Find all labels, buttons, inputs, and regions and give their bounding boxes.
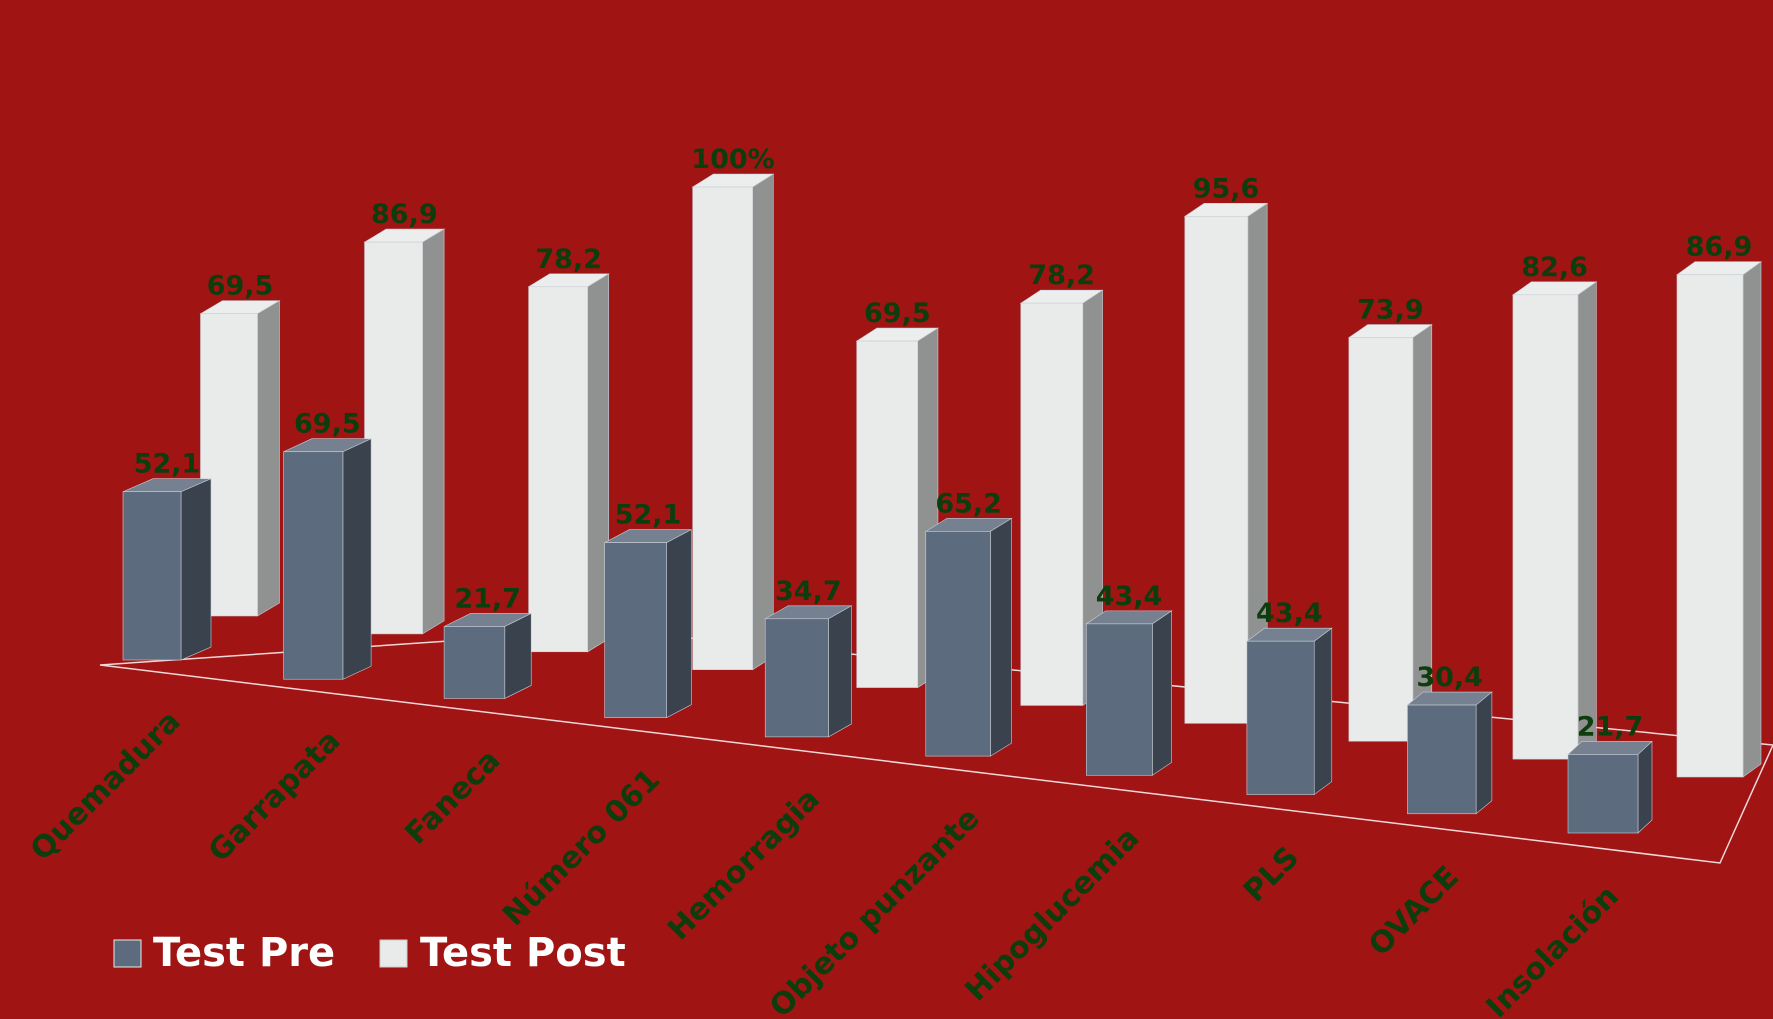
category-label-faneca: Faneca xyxy=(399,743,508,852)
value-label-test-pre-numero-061: 52,1 xyxy=(615,500,682,531)
bar-test-pre-ovace xyxy=(1406,691,1493,815)
category-label-garrapata: Garrapata xyxy=(202,723,348,869)
legend-swatch-test-pre xyxy=(113,939,142,968)
bar-front xyxy=(283,451,344,680)
bar-front xyxy=(1020,302,1084,706)
bar-side xyxy=(342,438,372,680)
category-label-insolacion: Insolación xyxy=(1480,879,1626,1019)
bar-test-pre-hemorragia xyxy=(764,605,853,738)
bar-side xyxy=(180,478,212,661)
bar-front xyxy=(1246,640,1315,795)
bar-top xyxy=(1567,741,1653,755)
value-label-test-post-ovace: 82,6 xyxy=(1521,252,1588,283)
bar-test-pre-numero-061 xyxy=(604,529,692,719)
bar-front xyxy=(856,340,919,688)
value-label-test-post-garrapata: 86,9 xyxy=(371,199,438,230)
value-label-test-pre-garrapata: 69,5 xyxy=(294,409,361,440)
series-test-post xyxy=(199,173,1762,778)
category-label-ovace: OVACE xyxy=(1362,859,1466,963)
bar-front xyxy=(1567,754,1639,834)
bar-front xyxy=(764,618,829,738)
category-label-pls: PLS xyxy=(1237,840,1306,909)
bar-front xyxy=(443,626,506,699)
value-label-test-post-quemadura: 69,5 xyxy=(207,271,274,302)
bar-front xyxy=(1512,294,1579,760)
value-label-test-pre-faneca: 21,7 xyxy=(454,583,521,614)
value-label-test-pre-hemorragia: 34,7 xyxy=(775,576,842,607)
value-label-test-pre-quemadura: 52,1 xyxy=(134,449,201,480)
value-label-test-pre-insolacion: 21,7 xyxy=(1577,711,1644,742)
bar-test-pre-quemadura xyxy=(122,478,212,661)
value-label-test-post-hemorragia: 69,5 xyxy=(864,298,931,329)
bar-test-post-ovace xyxy=(1511,281,1598,760)
floor-outline xyxy=(99,629,1773,864)
bar-test-pre-pls xyxy=(1245,627,1333,796)
bar-front xyxy=(1086,623,1153,776)
value-label-test-post-hipoglucemia: 95,6 xyxy=(1193,173,1260,204)
legend: Test Pre Test Post xyxy=(113,930,626,976)
bar-front xyxy=(604,542,667,718)
bar-test-pre-hipoglucemia xyxy=(1085,610,1173,776)
value-label-test-post-objeto-punzante: 78,2 xyxy=(1028,260,1095,291)
bar-test-pre-objeto-punzante xyxy=(924,517,1013,757)
bar-side xyxy=(1152,610,1172,776)
bar-side xyxy=(1742,261,1762,778)
bar-test-post-garrapata xyxy=(363,228,446,635)
bar-side xyxy=(1475,691,1493,815)
bar-front xyxy=(122,491,182,661)
value-label-test-post-faneca: 78,2 xyxy=(535,244,602,275)
bar-test-post-objeto-punzante xyxy=(1019,289,1104,707)
bar-test-post-numero-061 xyxy=(691,173,775,671)
bar-test-pre-insolacion xyxy=(1567,740,1653,834)
bar-test-post-quemadura xyxy=(199,300,281,617)
bar-side xyxy=(1577,281,1597,760)
chart-floor xyxy=(99,629,1773,864)
bar-front xyxy=(364,241,423,635)
bar-front xyxy=(528,286,588,653)
value-label-test-pre-ovace: 30,4 xyxy=(1416,662,1483,693)
value-label-test-post-numero-061: 100% xyxy=(691,144,774,175)
bar-side xyxy=(828,605,852,738)
bar-test-pre-faneca xyxy=(443,612,532,699)
bar-side xyxy=(257,300,280,617)
bar-front xyxy=(1348,337,1414,742)
legend-label-test-post: Test Post xyxy=(420,930,626,976)
bar-test-post-pls xyxy=(1347,323,1433,742)
value-label-test-post-insolacion: 86,9 xyxy=(1686,232,1753,263)
bar-side xyxy=(1313,627,1333,796)
bar-side xyxy=(666,529,692,719)
value-label-test-pre-objeto-punzante: 65,2 xyxy=(935,488,1002,519)
bar-side xyxy=(422,228,445,635)
category-label-quemadura: Quemadura xyxy=(24,704,188,868)
bar-front xyxy=(1676,274,1744,778)
category-label-hipoglucemia: Hipoglucemia xyxy=(959,821,1147,1009)
bar-test-post-hipoglucemia xyxy=(1183,202,1269,724)
legend-swatch-test-post xyxy=(379,939,408,968)
bar-side xyxy=(504,612,532,699)
bar-front xyxy=(1407,704,1477,815)
category-label-hemorragia: Hemorragia xyxy=(661,782,827,948)
bar-test-post-faneca xyxy=(527,273,610,653)
bar-test-pre-garrapata xyxy=(283,438,372,680)
bar-test-post-hemorragia xyxy=(855,327,939,689)
bar-front xyxy=(1184,216,1249,724)
value-label-test-pre-pls: 43,4 xyxy=(1256,598,1323,629)
bar-front xyxy=(692,186,753,670)
value-label-test-pre-hipoglucemia: 43,4 xyxy=(1096,581,1163,612)
series-test-pre xyxy=(122,438,1653,834)
bar-front xyxy=(925,531,991,757)
value-label-test-post-pls: 73,9 xyxy=(1357,295,1424,326)
data-labels: 69,5 52,1 86,9 69,5 78,2 21,7 100% 52,1 69,5 34,7… xyxy=(134,144,1753,742)
legend-label-test-pre: Test Pre xyxy=(153,930,335,976)
category-label-numero-061: Número 061 xyxy=(496,762,667,933)
bar-side xyxy=(1637,740,1653,834)
bar-side xyxy=(990,517,1012,757)
bar-side xyxy=(752,173,774,671)
bar-test-post-insolacion xyxy=(1676,261,1762,778)
